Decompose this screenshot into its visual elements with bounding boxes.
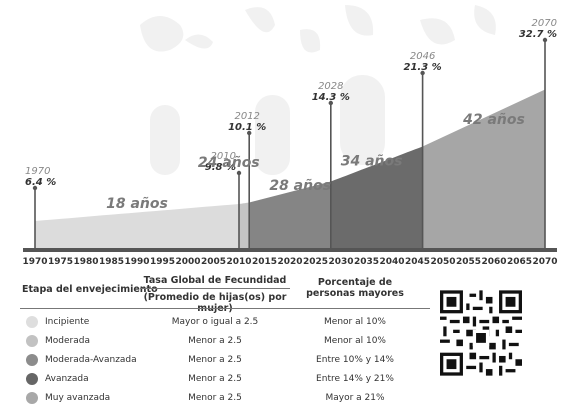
x-tick-label: 1990 xyxy=(124,257,149,265)
stage-name: Muy avanzada xyxy=(45,393,111,403)
annotation-year: 2046 xyxy=(410,51,435,62)
annotation-year: 2010 xyxy=(211,151,236,162)
qr-code-icon xyxy=(440,290,522,376)
header-tgf: Tasa Global de Fecundidad xyxy=(143,275,287,286)
x-tick-label: 1985 xyxy=(99,257,124,265)
annotation-value: 14.3 % xyxy=(312,92,350,103)
duration-label: 24 años xyxy=(198,155,260,171)
tgf-value: Mayor o igual a 2.5 xyxy=(171,317,259,327)
stage-area-1 xyxy=(239,202,250,248)
pct-value: Entre 10% y 14% xyxy=(316,355,394,365)
stage-color-dot xyxy=(26,392,38,404)
table-row: Muy avanzada Menor a 2.5 Mayor a 21% xyxy=(20,389,430,407)
stage-name: Moderada-Avanzada xyxy=(45,355,137,365)
annotation-value: 21.3 % xyxy=(404,62,442,73)
stage-area-3 xyxy=(330,146,423,248)
x-tick-label: 2030 xyxy=(328,257,353,265)
marker-dot xyxy=(420,70,425,76)
stage-color-dot xyxy=(26,354,38,366)
x-tick-label: 1970 xyxy=(22,257,47,265)
x-tick-label: 1995 xyxy=(150,257,175,265)
x-tick-label: 2010 xyxy=(226,257,251,265)
x-tick-label: 2045 xyxy=(405,257,430,265)
header-pct: Porcentaje de personas mayores xyxy=(306,277,404,299)
tgf-value: Menor a 2.5 xyxy=(188,374,242,384)
x-tick-label: 2040 xyxy=(379,257,404,265)
header-divider xyxy=(140,288,290,289)
annotation-year: 2070 xyxy=(532,18,557,29)
x-tick-label: 2060 xyxy=(481,257,506,265)
duration-label: 28 años xyxy=(269,178,331,194)
annotation-year: 2012 xyxy=(234,111,259,122)
table-row: Moderada-Avanzada Menor a 2.5 Entre 10% y … xyxy=(20,351,430,369)
x-tick-label: 2035 xyxy=(354,257,379,265)
duration-label: 34 años xyxy=(341,154,403,170)
x-tick-label: 2015 xyxy=(252,257,277,265)
stage-area-0 xyxy=(35,204,239,248)
table-row: Avanzada Menor a 2.5 Entre 14% y 21% xyxy=(20,370,430,388)
tgf-value: Menor a 2.5 xyxy=(188,355,242,365)
marker-dot xyxy=(542,37,548,43)
stage-name: Incipiente xyxy=(45,317,90,327)
duration-label: 18 años xyxy=(106,196,168,212)
stage-color-dot xyxy=(26,335,38,347)
pct-value: Mayor a 21% xyxy=(325,393,385,403)
x-tick-label: 2020 xyxy=(277,257,302,265)
table-row: Incipiente Mayor o igual a 2.5 Menor al 10… xyxy=(20,313,430,331)
stage-area-4 xyxy=(422,89,545,248)
x-tick-label: 2070 xyxy=(532,257,557,265)
x-tick-label: 1980 xyxy=(73,257,98,265)
tgf-value: Menor a 2.5 xyxy=(188,336,242,346)
annotation-value: 9.8 % xyxy=(205,162,236,173)
pct-value: Menor al 10% xyxy=(324,336,386,346)
marker-dot xyxy=(328,100,333,106)
aging-area-chart: 1970 1975 1980 1985 1990 1995 2000 2005 2010 2015… xyxy=(22,5,558,265)
annotation-value: 10.1 % xyxy=(228,122,266,133)
stage-color-dot xyxy=(26,373,38,385)
pct-value: Menor al 10% xyxy=(324,317,386,327)
table-divider xyxy=(20,308,430,309)
stage-name: Moderada xyxy=(45,336,90,346)
x-tick-label: 2055 xyxy=(456,257,481,265)
stage-area-2 xyxy=(249,181,331,248)
annotation-year: 1970 xyxy=(25,166,50,177)
header-stage: Etapa del envejecimiento xyxy=(22,284,158,295)
duration-label: 42 años xyxy=(462,112,525,128)
table-row: Moderada Menor a 2.5 Menor al 10% xyxy=(20,332,430,350)
marker-dot xyxy=(247,130,252,136)
stage-name: Avanzada xyxy=(45,374,89,384)
background-decoration xyxy=(140,5,496,175)
annotation-value: 32.7 % xyxy=(519,29,557,40)
x-tick-label: 1975 xyxy=(48,257,73,265)
annotation-value: 6.4 % xyxy=(25,177,56,188)
x-tick-label: 2025 xyxy=(303,257,328,265)
table-header: Etapa del envejecimiento Tasa Global de … xyxy=(20,270,430,314)
x-tick-label: 2050 xyxy=(430,257,455,265)
x-tick-label: 2000 xyxy=(175,257,200,265)
x-axis-line xyxy=(23,248,557,252)
marker-dot xyxy=(32,185,38,191)
marker-dot xyxy=(236,170,242,176)
tgf-value: Menor a 2.5 xyxy=(188,393,242,403)
header-tgf-sub: (Promedio de hijas(os) por mujer) xyxy=(143,292,287,314)
x-tick-label: 2005 xyxy=(201,257,226,265)
stage-color-dot xyxy=(26,316,38,328)
x-tick-label: 2065 xyxy=(507,257,532,265)
annotation-year: 2028 xyxy=(318,81,343,92)
pct-value: Entre 14% y 21% xyxy=(316,374,394,384)
